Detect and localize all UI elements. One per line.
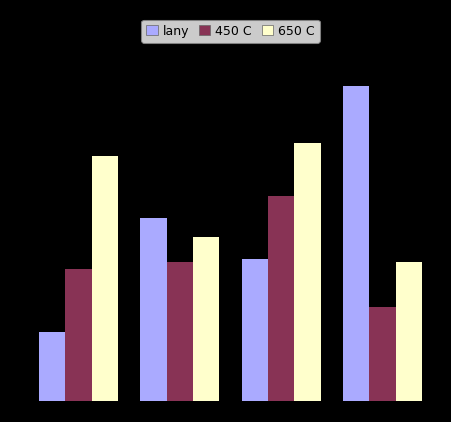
Bar bbox=[342, 87, 368, 401]
Bar bbox=[39, 332, 65, 401]
Bar bbox=[92, 156, 118, 401]
Bar bbox=[193, 237, 219, 401]
Bar bbox=[166, 262, 193, 401]
Bar bbox=[294, 143, 320, 401]
Bar bbox=[241, 260, 267, 401]
Bar bbox=[368, 306, 395, 401]
Bar bbox=[395, 262, 421, 401]
Bar bbox=[65, 269, 92, 401]
Legend: lany, 450 C, 650 C: lany, 450 C, 650 C bbox=[141, 19, 319, 43]
Bar bbox=[140, 219, 166, 401]
Bar bbox=[267, 196, 294, 401]
